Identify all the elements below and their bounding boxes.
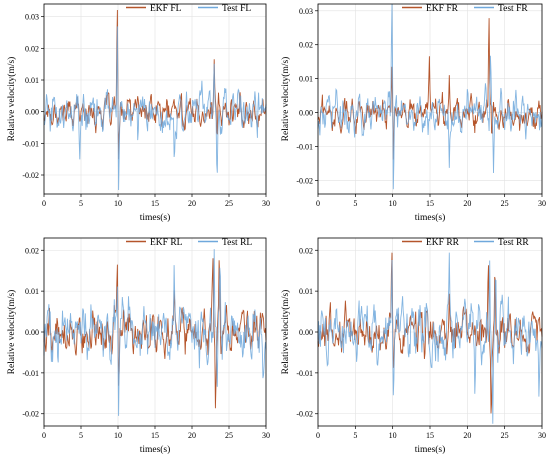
y-tick-label: -0.02 xyxy=(22,171,39,180)
x-tick-label: 15 xyxy=(426,199,434,208)
x-tick-label: 20 xyxy=(188,431,196,440)
chart-fl: 0 5 10 15 20 25 30 -0.02 -0.01 0.00 0.01 0.02 0.03 ti… xyxy=(6,3,270,223)
x-axis-label: times(s) xyxy=(140,212,171,223)
x-tick-label: 0 xyxy=(316,199,320,208)
y-tick-label: 0.00 xyxy=(25,108,39,117)
y-tick-label: 0.03 xyxy=(299,7,313,16)
x-tick-label: 30 xyxy=(262,199,270,208)
x-tick-label: 10 xyxy=(114,199,122,208)
y-tick-label: -0.02 xyxy=(22,410,39,419)
x-tick-label: 25 xyxy=(501,431,509,440)
x-tick-label: 30 xyxy=(538,199,546,208)
y-tick-label: 0.00 xyxy=(25,328,39,337)
x-tick-label: 20 xyxy=(463,431,471,440)
y-tick-label: 0.02 xyxy=(299,246,313,255)
x-tick-label: 30 xyxy=(262,431,270,440)
y-tick-label: 0.02 xyxy=(299,41,313,50)
x-tick-label: 5 xyxy=(79,431,83,440)
plot-area xyxy=(317,252,543,424)
chart-rr: 0 5 10 15 20 25 30 -0.02 -0.01 0.00 0.01 0.02 times(… xyxy=(280,237,546,455)
legend-label-test: Test FR xyxy=(498,4,528,14)
chart-rl: 0 5 10 15 20 25 30 -0.02 -0.01 0.00 0.01 0.02 times(… xyxy=(6,237,270,455)
series-line-ekf xyxy=(317,252,543,414)
legend: EKF FR Test FR xyxy=(402,4,528,14)
x-axis-label: times(s) xyxy=(140,444,171,455)
y-tick-label: 0.03 xyxy=(25,13,39,22)
legend-label-ekf: EKF FL xyxy=(150,4,182,14)
x-tick-label: 20 xyxy=(463,199,471,208)
legend: EKF FL Test FL xyxy=(126,4,251,14)
x-axis-label: times(s) xyxy=(415,444,446,455)
x-tick-label: 0 xyxy=(42,431,46,440)
x-tick-label: 0 xyxy=(42,199,46,208)
legend-label-ekf: EKF FR xyxy=(426,4,459,14)
x-tick-label: 10 xyxy=(114,431,122,440)
y-tick-label: -0.01 xyxy=(22,139,39,148)
y-tick-label: -0.01 xyxy=(296,143,313,152)
y-axis-label: Relative velocity(m/s) xyxy=(280,290,291,375)
y-tick-label: 0.01 xyxy=(25,287,39,296)
y-tick-label: -0.02 xyxy=(296,176,313,185)
legend-label-test: Test RL xyxy=(222,238,252,248)
plot-area xyxy=(43,9,267,191)
y-tick-label: 0.02 xyxy=(25,246,39,255)
y-axis-label: Relative velocity(m/s) xyxy=(280,57,291,142)
x-tick-label: 30 xyxy=(538,431,546,440)
y-tick-label: -0.01 xyxy=(22,369,39,378)
x-tick-label: 5 xyxy=(79,199,83,208)
x-tick-label: 25 xyxy=(225,431,233,440)
series-line-test xyxy=(43,26,267,191)
legend-label-ekf: EKF RR xyxy=(426,238,460,248)
y-tick-label: -0.01 xyxy=(296,369,313,378)
x-tick-label: 15 xyxy=(426,431,434,440)
x-tick-label: 10 xyxy=(389,199,397,208)
x-axis-label: times(s) xyxy=(415,212,446,223)
y-tick-label: 0.02 xyxy=(25,44,39,53)
x-tick-label: 20 xyxy=(188,199,196,208)
x-tick-label: 25 xyxy=(225,199,233,208)
series-line-ekf xyxy=(43,9,267,160)
y-tick-label: 0.01 xyxy=(299,287,313,296)
series-line-test xyxy=(317,252,543,424)
x-tick-label: 15 xyxy=(151,199,159,208)
legend-label-test: Test FL xyxy=(222,4,251,14)
y-axis-label: Relative velocity(m/s) xyxy=(6,57,17,142)
y-tick-label: 0.00 xyxy=(299,109,313,118)
y-tick-label: -0.02 xyxy=(296,410,313,419)
legend: EKF RR Test RR xyxy=(402,238,529,248)
x-tick-label: 15 xyxy=(151,431,159,440)
legend-label-ekf: EKF RL xyxy=(150,238,183,248)
plot-area xyxy=(317,3,543,190)
series-line-test xyxy=(317,3,543,190)
y-tick-label: 0.01 xyxy=(299,75,313,84)
plot-area xyxy=(43,249,267,416)
y-tick-label: 0.00 xyxy=(299,328,313,337)
chart-fr: 0 5 10 15 20 25 30 -0.02 -0.01 0.00 0.01 0.02 0.03 ti… xyxy=(280,3,546,223)
legend-label-test: Test RR xyxy=(498,238,529,248)
x-tick-label: 0 xyxy=(316,431,320,440)
series-line-test xyxy=(43,249,267,416)
x-tick-label: 5 xyxy=(353,431,357,440)
x-tick-label: 5 xyxy=(353,199,357,208)
x-tick-label: 10 xyxy=(389,431,397,440)
legend: EKF RL Test RL xyxy=(126,238,252,248)
y-axis-label: Relative velocity(m/s) xyxy=(6,290,17,375)
x-tick-label: 25 xyxy=(501,199,509,208)
y-tick-label: 0.01 xyxy=(25,76,39,85)
